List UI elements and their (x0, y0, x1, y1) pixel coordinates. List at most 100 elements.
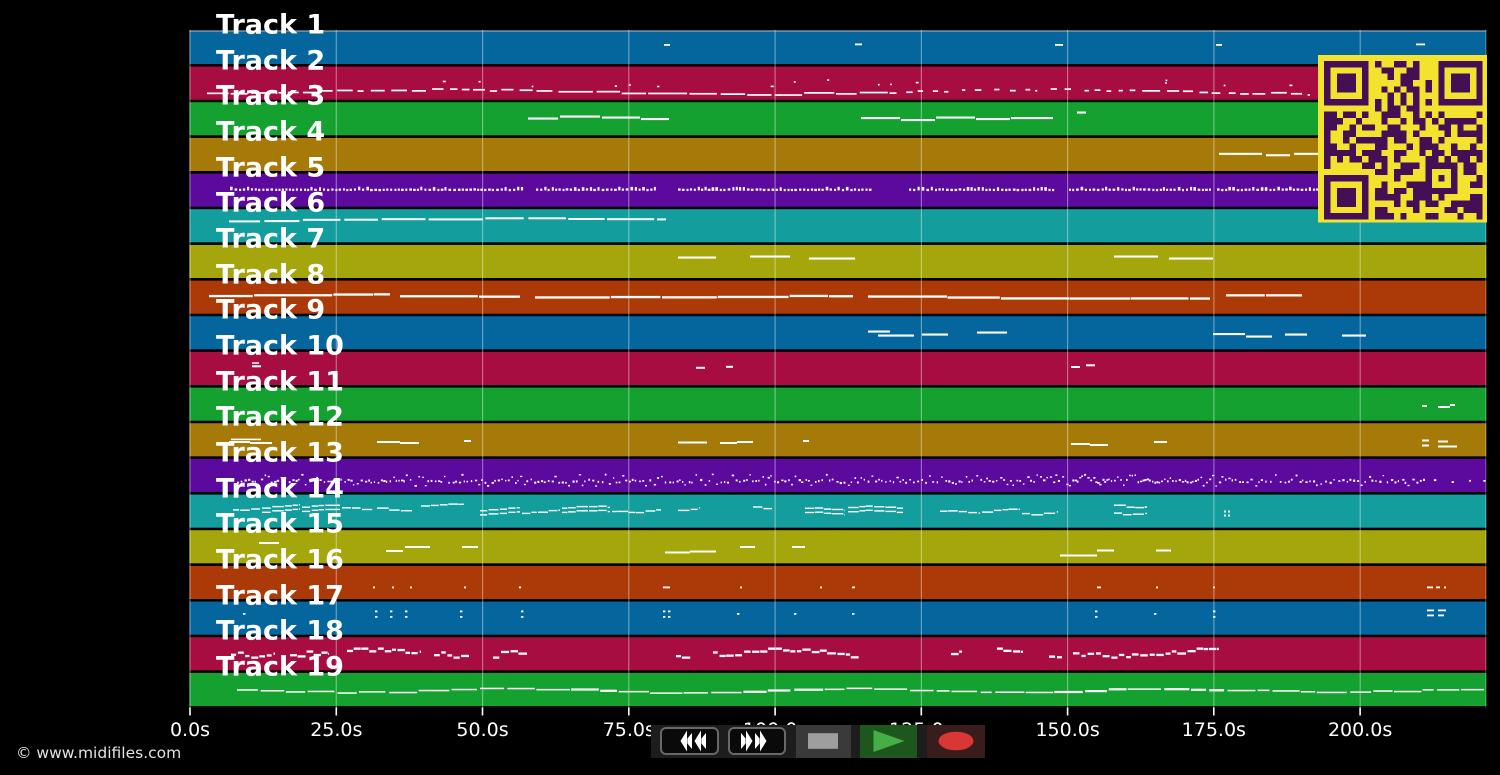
midi-note (1102, 478, 1105, 481)
midi-note (875, 480, 878, 483)
midi-note (783, 649, 790, 652)
midi-note (254, 480, 256, 483)
rewind-button[interactable] (660, 726, 720, 756)
midi-note (398, 479, 400, 482)
midi-note (1156, 188, 1159, 192)
midi-note (353, 647, 361, 650)
midi-note (448, 188, 452, 191)
midi-note (1221, 188, 1224, 192)
midi-note (978, 512, 980, 514)
midi-note (1206, 481, 1208, 484)
midi-note (254, 294, 333, 297)
midi-note (1089, 188, 1091, 191)
midi-note (631, 478, 634, 481)
midi-note (930, 186, 933, 191)
midi-note (336, 504, 340, 506)
midi-note (608, 483, 611, 485)
midi-note (452, 481, 455, 484)
midi-note (650, 188, 653, 191)
record-button[interactable] (927, 724, 985, 759)
midi-note (1143, 188, 1146, 191)
time-tick-label-175s: 175.0s (1181, 718, 1246, 741)
midi-note (1110, 480, 1113, 482)
midi-note (711, 691, 742, 694)
midi-note (576, 510, 588, 512)
midi-note (1167, 90, 1180, 92)
midi-note (480, 514, 488, 516)
midi-note (455, 480, 457, 483)
midi-note (588, 478, 590, 481)
midi-note (958, 188, 962, 191)
midi-note (958, 480, 961, 483)
midi-note (1329, 481, 1332, 484)
midi-note (617, 510, 628, 513)
midi-note (1158, 481, 1161, 484)
track-band-14 (189, 494, 1487, 528)
midi-note (309, 479, 311, 481)
midi-note (915, 81, 919, 84)
midi-note (270, 188, 274, 191)
midi-note (955, 483, 957, 485)
midi-note (1001, 188, 1004, 191)
midi-note (1271, 91, 1287, 94)
midi-note (1294, 152, 1318, 155)
midi-note (1156, 549, 1171, 552)
tick-mark-200s (1359, 707, 1361, 716)
play-button[interactable] (860, 724, 918, 759)
midi-note (572, 480, 575, 483)
midi-note (1379, 480, 1382, 483)
midi-note (610, 295, 661, 299)
midi-note (1236, 188, 1240, 192)
midi-note (859, 91, 888, 94)
midi-note (799, 188, 802, 191)
time-tick-label-200s: 200.0s (1327, 718, 1393, 741)
midi-note (1250, 478, 1253, 481)
midi-note (207, 92, 229, 95)
midi-note (1012, 484, 1014, 486)
midi-note (1169, 188, 1172, 191)
time-tick-label-75s: 75.0s (602, 718, 655, 741)
midi-note (350, 479, 353, 482)
midi-note (292, 479, 295, 482)
midi-note (507, 687, 535, 690)
midi-note (716, 483, 718, 485)
fast-forward-button[interactable] (728, 726, 786, 756)
midi-note (1011, 117, 1053, 120)
midi-note (323, 188, 325, 191)
midi-note (867, 480, 870, 483)
midi-note (441, 651, 446, 654)
midi-note (988, 480, 991, 482)
notes-track-17 (243, 609, 1446, 618)
midi-note (968, 511, 978, 514)
midi-note (1148, 479, 1151, 482)
midi-note (575, 480, 578, 483)
midi-note (1422, 439, 1429, 442)
midi-note (805, 479, 807, 481)
midi-note (1101, 188, 1104, 191)
midi-note (1149, 653, 1155, 656)
midi-note (704, 186, 707, 191)
midi-note (1024, 188, 1027, 191)
midi-note (834, 188, 836, 191)
midi-note (484, 481, 487, 484)
stop-button[interactable] (795, 724, 851, 759)
midi-note (1127, 688, 1161, 690)
midi-note (727, 188, 731, 191)
midi-note (1213, 333, 1245, 336)
midi-note (732, 187, 735, 191)
midi-note (585, 188, 589, 191)
midi-note (1165, 652, 1171, 655)
midi-note (1114, 255, 1158, 258)
midi-note (405, 474, 408, 477)
midi-note (1246, 481, 1249, 484)
midi-note (314, 188, 317, 191)
transport-controls (650, 724, 985, 759)
midi-note (411, 90, 426, 92)
track-band-3 (189, 102, 1487, 136)
midi-note (1049, 655, 1056, 658)
midi-note (1284, 481, 1287, 484)
midi-note (500, 188, 503, 191)
midi-note (607, 510, 610, 513)
midi-note (1028, 188, 1032, 192)
midi-note (794, 688, 824, 691)
